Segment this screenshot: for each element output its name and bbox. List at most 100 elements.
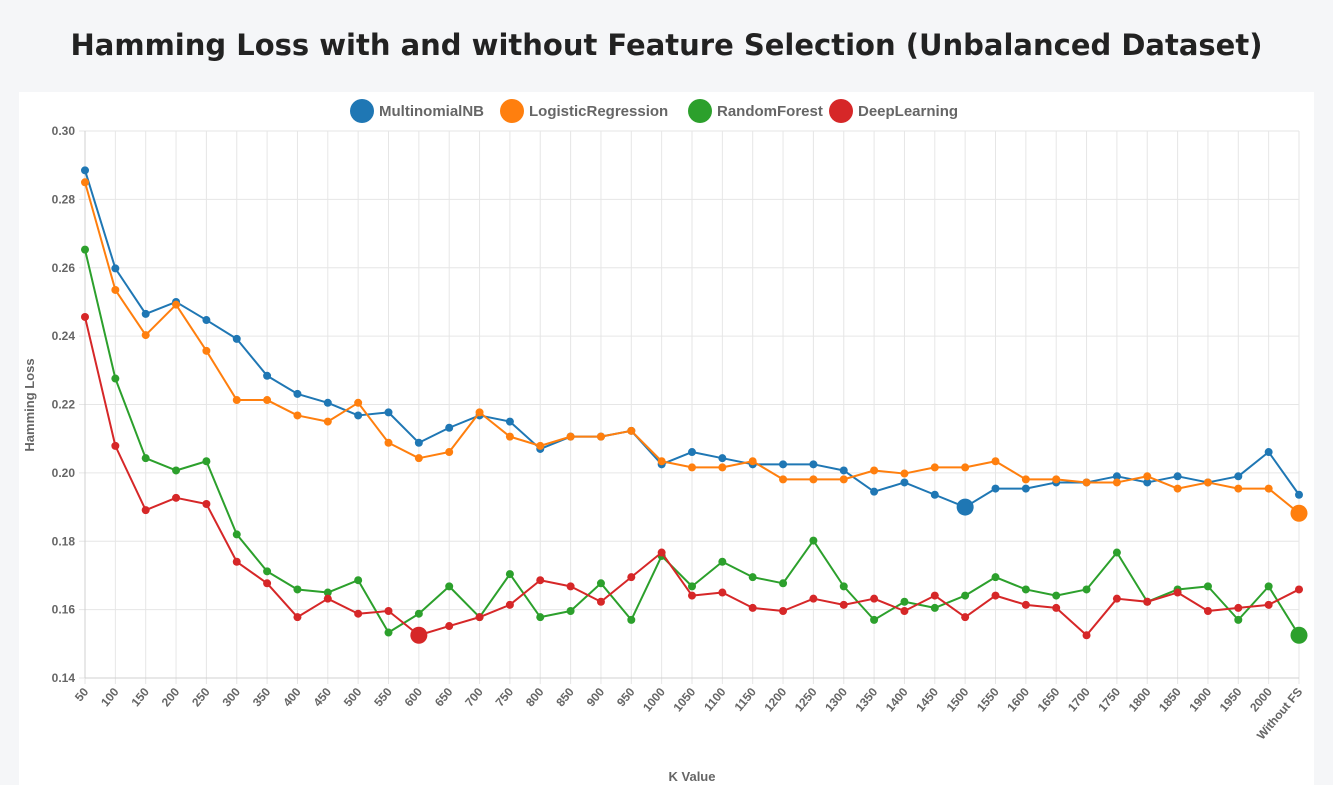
data-point	[141, 331, 150, 340]
data-point	[323, 588, 332, 597]
data-point	[232, 396, 241, 405]
chart-title: Hamming Loss with and without Feature Se…	[70, 28, 1263, 62]
y-tick-label: 0.14	[52, 671, 76, 685]
data-point	[505, 600, 514, 609]
data-point	[1021, 585, 1030, 594]
data-point	[293, 411, 302, 420]
x-tick-label: 850	[553, 685, 577, 710]
data-point	[1112, 472, 1121, 481]
data-point	[354, 576, 363, 585]
x-tick-label: 1900	[1186, 685, 1214, 715]
data-point	[1234, 615, 1243, 624]
data-point	[1234, 472, 1243, 481]
x-tick-label: 1850	[1156, 685, 1184, 715]
highlight-point	[410, 626, 428, 644]
data-point	[354, 411, 363, 420]
highlight-point	[1290, 626, 1308, 644]
x-tick-label: 400	[280, 685, 304, 710]
y-tick-label: 0.26	[52, 261, 76, 275]
x-tick-label: 1650	[1035, 685, 1063, 715]
y-tick-label: 0.24	[52, 329, 76, 343]
data-point	[293, 389, 302, 398]
data-point	[930, 591, 939, 600]
x-axis-title: K Value	[669, 769, 716, 784]
x-tick-label: 300	[219, 685, 243, 710]
data-point	[991, 573, 1000, 582]
highlight-point	[956, 498, 974, 516]
legend-marker	[350, 99, 374, 123]
data-point	[1173, 484, 1182, 493]
x-tick-label: 1550	[974, 685, 1002, 715]
data-point	[1264, 582, 1273, 591]
data-point	[384, 606, 393, 615]
data-point	[688, 448, 696, 457]
x-tick-label: 1950	[1217, 685, 1245, 715]
x-tick-label: 450	[310, 685, 334, 710]
x-tick-label: 600	[402, 685, 426, 710]
data-point	[930, 603, 939, 612]
x-tick-label: 1050	[670, 685, 698, 715]
data-point	[1021, 484, 1030, 493]
data-point	[809, 536, 818, 545]
data-point	[445, 582, 454, 591]
y-tick-label: 0.16	[52, 603, 76, 617]
data-point	[718, 588, 727, 597]
data-point	[1264, 484, 1273, 493]
data-point	[111, 441, 120, 450]
data-point	[232, 557, 241, 566]
data-point	[1052, 591, 1061, 600]
data-point	[232, 530, 241, 539]
data-point	[961, 591, 970, 600]
data-point	[1112, 478, 1121, 487]
series-layer	[81, 166, 1308, 644]
data-point	[991, 591, 1000, 600]
x-tick-label: 250	[189, 685, 213, 710]
data-point	[202, 316, 211, 325]
data-point	[323, 398, 332, 407]
x-tick-label: 650	[432, 685, 456, 710]
data-point	[900, 469, 909, 478]
legend-label: LogisticRegression	[529, 103, 668, 120]
data-point	[1264, 448, 1273, 457]
x-tick-label: 1600	[1004, 685, 1032, 715]
data-point	[748, 573, 757, 582]
data-point	[779, 475, 788, 484]
data-point	[111, 374, 120, 383]
data-point	[1143, 472, 1152, 481]
data-point	[596, 597, 605, 606]
legend-marker	[500, 99, 524, 123]
data-point	[505, 570, 514, 579]
data-point	[536, 576, 545, 585]
x-tick-label: 100	[98, 685, 122, 710]
x-tick-label: 2000	[1247, 685, 1275, 715]
x-tick-label: 950	[614, 685, 638, 710]
x-tick-label: 350	[250, 685, 274, 710]
data-point	[900, 597, 909, 606]
data-point	[688, 463, 696, 472]
data-point	[81, 245, 89, 254]
data-point	[627, 573, 636, 582]
x-tick-label: 1150	[732, 685, 760, 714]
data-point	[718, 557, 727, 566]
data-point	[1082, 478, 1091, 487]
data-point	[354, 398, 363, 407]
x-tick-label: 1350	[853, 685, 881, 715]
legend: MultinomialNB LogisticRegression RandomFor…	[350, 99, 958, 123]
data-point	[779, 460, 788, 469]
data-point	[172, 300, 181, 309]
data-point	[202, 499, 211, 508]
data-point	[323, 594, 332, 603]
data-point	[1082, 631, 1091, 640]
data-point	[111, 264, 120, 273]
x-tick-label: 1000	[640, 685, 668, 715]
data-point	[1173, 588, 1182, 597]
x-tick-label: 1300	[822, 685, 850, 715]
data-point	[475, 408, 484, 417]
data-point	[1234, 484, 1243, 493]
x-tick-label: 900	[584, 685, 608, 710]
data-point	[657, 548, 666, 557]
data-point	[1143, 478, 1152, 487]
data-point	[809, 460, 818, 469]
data-point	[141, 309, 150, 318]
data-point	[384, 628, 393, 637]
